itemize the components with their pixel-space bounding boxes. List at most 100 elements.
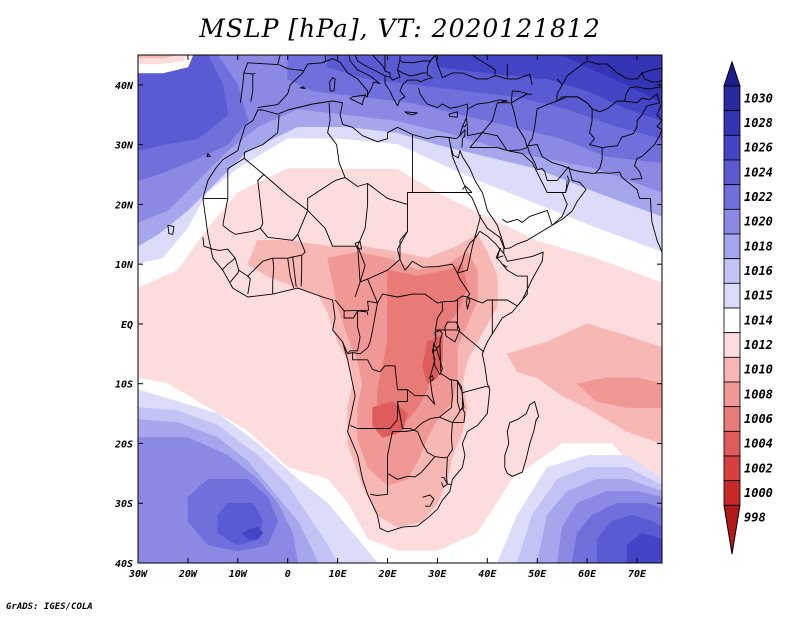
pressure-region-1028 xyxy=(561,55,662,104)
map-title: MSLP [hPa], VT: 2020121812 xyxy=(199,14,601,43)
colorbar-label: 1006 xyxy=(744,412,773,426)
colorbar-swatch xyxy=(723,258,741,284)
pressure-region-1006 xyxy=(377,263,468,426)
colorbar-label: 1028 xyxy=(744,116,773,130)
pressure-field-contours xyxy=(138,55,662,563)
colorbar-swatch xyxy=(723,480,741,506)
lake-outline xyxy=(444,321,461,343)
lat-tick-label: 40S xyxy=(115,559,133,570)
colorbar-swatch xyxy=(723,85,741,112)
lat-tick-label: 20S xyxy=(114,439,133,450)
lon-tick-label: 70E xyxy=(628,569,647,580)
colorbar-top-arrow xyxy=(723,60,741,87)
island-outline xyxy=(206,153,211,158)
country-border xyxy=(435,300,458,331)
country-border xyxy=(307,210,366,298)
colorbar: 1030 1028 1026 1024 1022 1020 1018 1016 1015 1014… xyxy=(723,60,773,555)
pressure-region-1026 xyxy=(626,532,662,563)
country-border xyxy=(297,234,306,256)
country-boundaries xyxy=(167,44,662,533)
colorbar-label: 1026 xyxy=(744,141,773,155)
coastline xyxy=(239,55,281,103)
country-border xyxy=(565,175,570,193)
lat-tick-label: 20N xyxy=(114,200,134,211)
lon-tick-label: 20E xyxy=(377,569,397,580)
country-border xyxy=(322,55,327,64)
colorbar-label: 1030 xyxy=(744,91,773,105)
lat-tick-label: 30S xyxy=(114,499,133,510)
colorbar-label: 1010 xyxy=(744,363,773,377)
country-border xyxy=(440,477,448,488)
country-border xyxy=(465,117,468,136)
lat-tick-label: EQ xyxy=(121,320,133,331)
country-border xyxy=(641,72,662,83)
lat-tick-label: 30N xyxy=(114,141,134,152)
country-border xyxy=(352,302,378,355)
colorbar-swatch xyxy=(723,332,741,358)
colorbar-swatch xyxy=(723,134,741,161)
country-border xyxy=(300,255,303,287)
country-border xyxy=(467,99,508,137)
island-outline xyxy=(167,224,175,235)
lat-tick-label: 10S xyxy=(115,380,133,391)
country-border xyxy=(259,210,309,241)
colorbar-bottom-arrow xyxy=(723,504,741,555)
country-border xyxy=(624,86,662,102)
country-border xyxy=(432,330,443,352)
country-border xyxy=(344,300,378,312)
coastline xyxy=(418,87,468,140)
country-border xyxy=(452,407,466,424)
colorbar-label: 1018 xyxy=(744,239,773,253)
country-border xyxy=(561,60,662,86)
coastline xyxy=(257,55,381,109)
country-border xyxy=(497,102,528,148)
country-border xyxy=(222,174,265,235)
country-border xyxy=(384,59,401,81)
pressure-region-1024 xyxy=(138,55,229,151)
lat-tick-label: 10N xyxy=(115,260,134,271)
country-border xyxy=(445,457,452,486)
country-border xyxy=(631,102,662,180)
island-outline xyxy=(299,86,306,89)
lon-tick-label: 10E xyxy=(329,569,348,580)
lon-tick-label: 10W xyxy=(229,569,248,580)
colorbar-label: 1008 xyxy=(744,387,773,401)
country-border xyxy=(287,258,295,289)
colorbar-label: 1002 xyxy=(744,461,773,475)
country-border xyxy=(397,379,453,431)
island-outline xyxy=(448,111,458,118)
lon-tick-label: 50E xyxy=(528,569,547,580)
country-border xyxy=(272,258,275,295)
colorbar-swatch xyxy=(723,307,741,334)
island-outline xyxy=(504,401,540,477)
colorbar-label: 1022 xyxy=(744,190,773,204)
colorbar-label: 1012 xyxy=(744,338,773,352)
country-border xyxy=(397,69,428,77)
country-border xyxy=(469,132,483,148)
country-border xyxy=(325,44,340,54)
lon-tick-label: 30W xyxy=(128,569,148,580)
map-plot-area xyxy=(138,44,662,563)
country-border xyxy=(495,247,504,259)
map-axes: 30W 20W 10W 0 10E 20E 30E 40E 50E 60E 70E 40N 30N 20N… xyxy=(114,55,662,580)
colorbar-label: 1004 xyxy=(744,437,773,451)
country-border xyxy=(556,96,593,110)
country-border xyxy=(383,66,391,78)
lon-tick-label: 60E xyxy=(578,569,597,580)
colorbar-swatch xyxy=(723,455,741,482)
country-border xyxy=(357,183,369,247)
country-border xyxy=(462,124,467,128)
colorbar-swatch xyxy=(723,159,741,186)
country-border xyxy=(494,64,508,80)
pressure-region-1008 xyxy=(576,377,662,408)
country-border xyxy=(502,209,553,226)
coastline xyxy=(202,100,544,533)
country-border xyxy=(370,55,384,68)
country-border xyxy=(467,107,471,110)
coastline xyxy=(449,144,662,253)
country-border xyxy=(458,129,466,148)
country-border xyxy=(292,256,297,287)
map-frame xyxy=(137,54,663,564)
colorbar-label: 1016 xyxy=(744,264,773,278)
country-border xyxy=(387,456,436,480)
